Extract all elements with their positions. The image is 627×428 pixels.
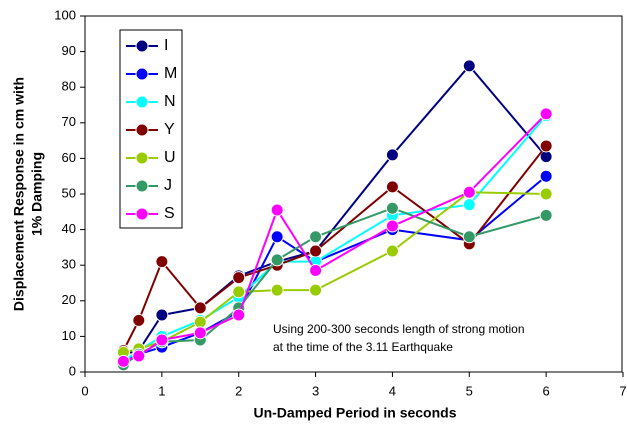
data-point [309,264,323,278]
annotation: Using 200-300 seconds length of strong m… [273,322,525,336]
data-point [270,230,284,244]
data-point [116,354,130,368]
legend-marker [135,95,149,109]
data-point [270,253,284,267]
legend-label: I [164,37,168,54]
y-tick-label: 90 [62,43,76,58]
y-tick-label: 10 [62,328,76,343]
x-tick-label: 2 [235,383,242,398]
x-tick-label: 6 [543,383,550,398]
legend-marker [135,67,149,81]
data-point [539,187,553,201]
data-point [385,219,399,233]
y-tick-label: 70 [62,114,76,129]
data-point [232,285,246,299]
data-point [132,349,146,363]
y-tick-label: 40 [62,221,76,236]
x-tick-label: 7 [619,383,626,398]
data-point [462,230,476,244]
data-point [193,326,207,340]
y-axis-label: 1% Damping [29,152,45,236]
data-point [385,201,399,215]
legend-label: M [164,65,177,82]
legend-marker [135,123,149,137]
data-point [539,139,553,153]
x-axis-label: Un-Damped Period in seconds [253,405,456,421]
data-point [132,313,146,327]
data-point [309,230,323,244]
y-axis-label: Displacement Response in cm with [11,77,27,311]
data-point [232,308,246,322]
x-tick-label: 4 [389,383,396,398]
x-tick-label: 1 [158,383,165,398]
series-line [123,175,547,363]
data-point [539,107,553,121]
data-point [385,180,399,194]
legend-label: Y [164,121,175,138]
data-point [539,169,553,183]
data-point [155,308,169,322]
legend-marker [135,39,149,53]
series-line [123,64,547,356]
y-tick-label: 100 [54,7,76,22]
data-point [155,333,169,347]
series-line [123,113,547,363]
data-point [462,198,476,212]
x-tick-label: 3 [312,383,319,398]
y-tick-label: 20 [62,292,76,307]
y-tick-label: 0 [69,363,76,378]
data-point [309,244,323,258]
legend-label: S [164,205,175,222]
data-point [270,283,284,297]
data-point [309,283,323,297]
legend-marker [135,151,149,165]
data-point [193,301,207,315]
legend-label: U [164,149,176,166]
y-tick-label: 60 [62,150,76,165]
x-tick-label: 0 [81,383,88,398]
legend-label: N [164,93,176,110]
data-point [385,244,399,258]
legend-label: J [164,177,172,194]
series-line [122,145,547,352]
legend-marker [135,179,149,193]
x-tick-label: 5 [466,383,473,398]
data-point [539,208,553,222]
data-point [155,255,169,269]
y-tick-label: 50 [62,185,76,200]
legend-marker [135,207,149,221]
data-point [232,271,246,285]
annotation: at the time of the 3.11 Earthquake [273,340,453,354]
data-point [462,59,476,73]
y-tick-label: 80 [62,79,76,94]
data-point [462,185,476,199]
y-tick-label: 30 [62,257,76,272]
data-point [270,203,284,217]
data-point [385,148,399,162]
